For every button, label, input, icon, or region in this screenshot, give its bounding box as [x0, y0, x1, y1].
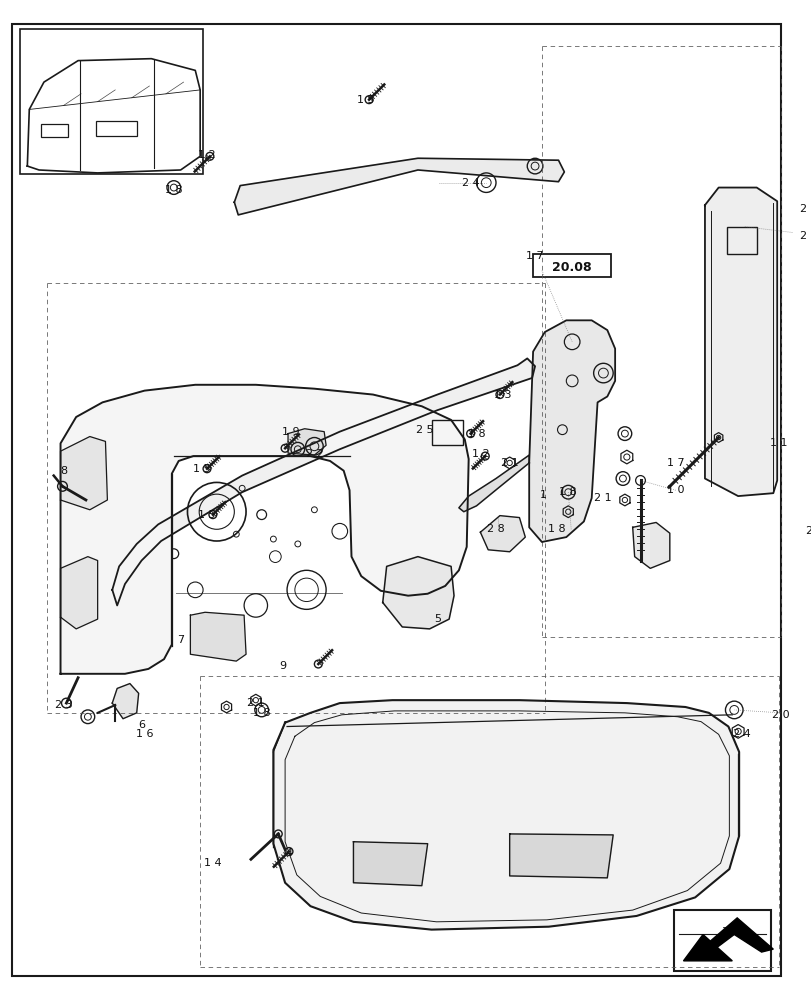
- Text: 2 1: 2 1: [593, 493, 611, 503]
- Polygon shape: [382, 557, 453, 629]
- Text: 2: 2: [804, 526, 811, 536]
- Text: 1 5: 1 5: [357, 95, 375, 105]
- Text: 1 8: 1 8: [467, 429, 485, 439]
- Text: 6: 6: [138, 720, 145, 730]
- Polygon shape: [61, 437, 107, 510]
- Text: 2 4: 2 4: [732, 729, 750, 739]
- Text: 1 8: 1 8: [252, 708, 270, 718]
- Polygon shape: [288, 429, 326, 455]
- Polygon shape: [683, 934, 732, 961]
- Text: 1 8: 1 8: [559, 487, 577, 497]
- Text: 1 8: 1 8: [165, 185, 182, 195]
- Text: 8: 8: [60, 466, 67, 476]
- Polygon shape: [273, 700, 738, 930]
- Text: 2 1: 2 1: [500, 458, 518, 468]
- Polygon shape: [112, 684, 139, 719]
- Bar: [431, 420, 462, 445]
- Text: 1 5: 1 5: [198, 510, 216, 520]
- Polygon shape: [61, 385, 468, 674]
- Bar: [96, 121, 136, 136]
- Polygon shape: [480, 516, 525, 552]
- Text: 2 4: 2 4: [461, 178, 479, 188]
- Text: 1 7: 1 7: [526, 251, 543, 261]
- Text: 1 2: 1 2: [471, 449, 488, 459]
- Text: 9: 9: [279, 661, 286, 671]
- Polygon shape: [700, 918, 772, 952]
- Bar: [533, 254, 611, 277]
- Text: 1 5: 1 5: [193, 464, 211, 474]
- Text: 2 3: 2 3: [54, 700, 72, 710]
- Text: 3: 3: [720, 927, 727, 937]
- Text: 1 8: 1 8: [547, 524, 564, 534]
- Polygon shape: [632, 522, 669, 568]
- Text: 2 6: 2 6: [799, 231, 811, 241]
- Text: 2 8: 2 8: [487, 524, 504, 534]
- Text: 1 4: 1 4: [204, 858, 221, 868]
- Bar: [673, 910, 770, 971]
- Text: 1 1: 1 1: [770, 438, 787, 448]
- Text: 2 1: 2 1: [247, 698, 264, 708]
- Polygon shape: [704, 188, 776, 496]
- Polygon shape: [509, 834, 612, 878]
- Text: 2 5: 2 5: [415, 425, 433, 435]
- Polygon shape: [529, 320, 615, 542]
- Polygon shape: [190, 612, 246, 661]
- Text: 7: 7: [177, 635, 184, 645]
- Polygon shape: [61, 557, 97, 629]
- Bar: [19, 29, 203, 174]
- Text: 1 0: 1 0: [666, 485, 684, 495]
- Text: 4: 4: [285, 848, 292, 858]
- Text: 1 6: 1 6: [135, 729, 153, 739]
- Polygon shape: [458, 455, 529, 512]
- Text: 1 7: 1 7: [666, 458, 684, 468]
- Bar: [41, 124, 68, 137]
- Polygon shape: [353, 842, 427, 886]
- Text: 1 3: 1 3: [493, 390, 511, 400]
- Bar: [727, 227, 756, 254]
- Text: 20.08: 20.08: [551, 261, 591, 274]
- Text: 2 0: 2 0: [771, 710, 789, 720]
- Text: 1: 1: [539, 490, 546, 500]
- Polygon shape: [112, 358, 534, 605]
- Polygon shape: [234, 158, 564, 215]
- Text: 1 9: 1 9: [281, 427, 299, 437]
- Text: 5: 5: [433, 614, 440, 624]
- Text: 1 2: 1 2: [198, 150, 216, 160]
- Text: 2 7: 2 7: [799, 204, 811, 214]
- Text: 2 2: 2 2: [305, 449, 323, 459]
